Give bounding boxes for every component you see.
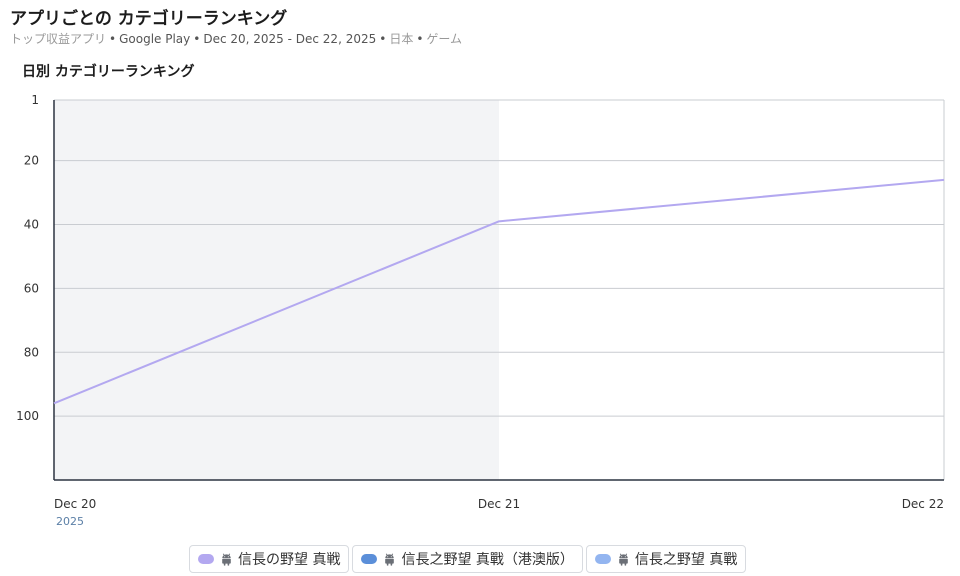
x-tick-label: Dec 22 — [902, 497, 944, 511]
legend-item[interactable]: 信長の野望 真戦 — [189, 545, 350, 573]
page-subtitle: トップ収益アプリ • Google Play • Dec 20, 2025 - Dec … — [10, 30, 462, 47]
y-tick-label: 1 — [31, 93, 39, 107]
subtitle-chart-type: トップ収益アプリ — [10, 32, 107, 46]
chart-legend: 信長の野望 真戦 信長之野望 真戰（港澳版） 信長之野望 真戰 — [189, 545, 747, 573]
y-tick-label: 40 — [24, 218, 39, 232]
legend-swatch — [361, 554, 378, 564]
subtitle-country: 日本 — [389, 32, 414, 46]
subtitle-separator: • — [379, 32, 387, 46]
subtitle-separator: • — [109, 32, 117, 46]
android-icon — [221, 553, 232, 566]
subtitle-store: Google Play — [119, 32, 191, 46]
subtitle-separator: • — [416, 32, 424, 46]
subtitle-category: ゲーム — [426, 32, 463, 46]
legend-swatch — [594, 554, 611, 564]
legend-label: 信長の野望 真戦 — [238, 552, 341, 568]
subtitle-date-range: Dec 20, 2025 - Dec 22, 2025 — [203, 32, 377, 46]
subtitle-separator: • — [193, 32, 201, 46]
x-year-label: 2025 — [56, 515, 84, 528]
y-tick-label: 80 — [24, 345, 39, 359]
legend-item[interactable]: 信長之野望 真戰 — [585, 545, 747, 573]
series-line-0 — [53, 178, 945, 405]
y-tick-label: 100 — [16, 409, 39, 423]
legend-label: 信長之野望 真戰（港澳版） — [401, 552, 574, 568]
ranking-line-chart: 1 20 40 60 80 100 Dec 20 Dec 21 Dec 22 2025 — [16, 93, 945, 528]
legend-swatch — [198, 554, 214, 564]
highlight-range-band — [54, 100, 499, 480]
page-title: アプリごとの カテゴリーランキング — [10, 9, 288, 29]
android-icon — [618, 553, 629, 566]
legend-label: 信長之野望 真戰 — [634, 552, 738, 568]
x-tick-label: Dec 20 — [54, 497, 96, 511]
y-tick-label: 20 — [24, 154, 39, 168]
y-tick-label: 60 — [24, 281, 39, 295]
chart-section-title: 日別 カテゴリーランキング — [22, 64, 195, 80]
legend-item[interactable]: 信長之野望 真戰（港澳版） — [352, 545, 583, 573]
android-icon — [384, 553, 395, 566]
x-tick-label: Dec 21 — [478, 497, 520, 511]
